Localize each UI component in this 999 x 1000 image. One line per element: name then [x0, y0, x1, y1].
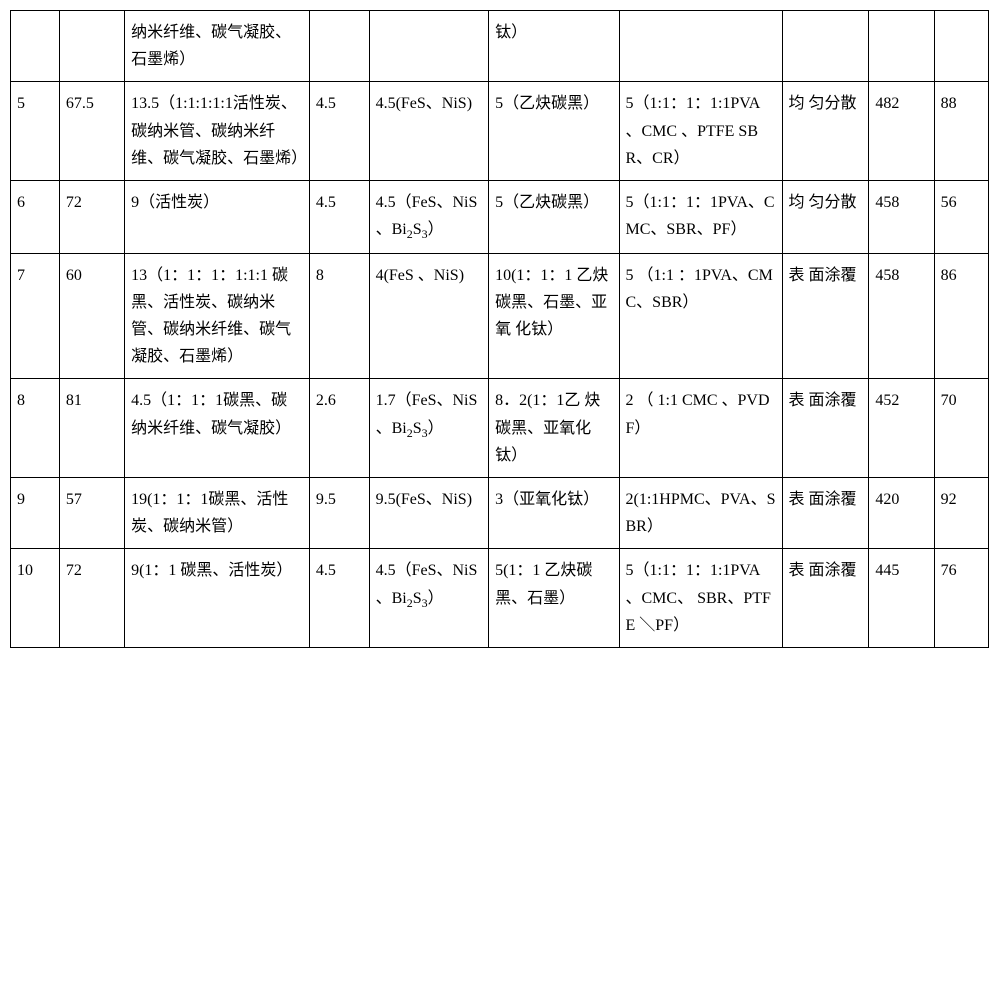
table-cell: 60 — [59, 253, 124, 379]
table-cell: 10(1：1：1 乙炔碳黑、石墨、亚 氧 化钛） — [489, 253, 619, 379]
table-cell: 86 — [934, 253, 988, 379]
table-cell: 4.5 — [309, 549, 369, 648]
table-cell: 482 — [869, 82, 934, 181]
table-cell: 纳米纤维、碳气凝胶、石墨烯） — [125, 11, 310, 82]
table-cell: 1.7（FeS、NiS 、Bi2S3） — [369, 379, 489, 478]
table-row: 6729（活性炭）4.54.5（FeS、NiS 、Bi2S3）5（乙炔碳黑）5（… — [11, 180, 989, 253]
table-cell: 9 — [11, 478, 60, 549]
table-row: 567.513.5（1:1:1:1:1活性炭、碳纳米管、碳纳米纤维、碳气凝胶、石… — [11, 82, 989, 181]
table-cell: 5（1:1：1：1PVA、CMC、SBR、PF） — [619, 180, 782, 253]
table-cell: 4(FeS 、NiS) — [369, 253, 489, 379]
table-cell: 2 （ 1:1 CMC 、PVDF） — [619, 379, 782, 478]
table-cell: 13（1：1：1：1:1:1 碳黑、活性炭、碳纳米管、碳纳米纤维、碳气凝胶、石墨… — [125, 253, 310, 379]
table-cell — [869, 11, 934, 82]
table-cell: 458 — [869, 253, 934, 379]
table-cell: 4.5 — [309, 180, 369, 253]
table-cell: 19(1：1：1碳黑、活性炭、碳纳米管） — [125, 478, 310, 549]
table-body: 纳米纤维、碳气凝胶、石墨烯）钛）567.513.5（1:1:1:1:1活性炭、碳… — [11, 11, 989, 648]
table-cell: 9（活性炭） — [125, 180, 310, 253]
table-cell: 458 — [869, 180, 934, 253]
table-cell: 13.5（1:1:1:1:1活性炭、碳纳米管、碳纳米纤维、碳气凝胶、石墨烯） — [125, 82, 310, 181]
table-row: 10729(1：1 碳黑、活性炭）4.54.5（FeS、NiS 、Bi2S3）5… — [11, 549, 989, 648]
table-cell: 420 — [869, 478, 934, 549]
table-cell: 4.5（FeS、NiS 、Bi2S3） — [369, 180, 489, 253]
table-cell: 70 — [934, 379, 988, 478]
table-cell: 6 — [11, 180, 60, 253]
table-cell: 表 面涂覆 — [782, 253, 869, 379]
table-cell: 57 — [59, 478, 124, 549]
table-cell: 445 — [869, 549, 934, 648]
table-cell: 均 匀分散 — [782, 82, 869, 181]
table-cell — [11, 11, 60, 82]
table-cell: 表 面涂覆 — [782, 549, 869, 648]
table-row: 8814.5（1：1：1碳黑、碳纳米纤维、碳气凝胶）2.61.7（FeS、NiS… — [11, 379, 989, 478]
table-cell: 3（亚氧化钛） — [489, 478, 619, 549]
table-cell: 5（1:1：1：1:1PVA 、CMC、 SBR、PTFE ＼PF） — [619, 549, 782, 648]
table-row: 95719(1：1：1碳黑、活性炭、碳纳米管）9.59.5(FeS、NiS)3（… — [11, 478, 989, 549]
table-row: 76013（1：1：1：1:1:1 碳黑、活性炭、碳纳米管、碳纳米纤维、碳气凝胶… — [11, 253, 989, 379]
table-cell: 2(1:1HPMC、PVA、SBR） — [619, 478, 782, 549]
table-cell — [59, 11, 124, 82]
table-cell: 5(1：1 乙炔碳黑、石墨） — [489, 549, 619, 648]
table-cell: 10 — [11, 549, 60, 648]
table-cell: 4.5 — [309, 82, 369, 181]
table-cell: 5 — [11, 82, 60, 181]
table-cell: 9(1：1 碳黑、活性炭） — [125, 549, 310, 648]
table-cell: 均 匀分散 — [782, 180, 869, 253]
table-cell: 67.5 — [59, 82, 124, 181]
table-cell: 4.5（FeS、NiS 、Bi2S3） — [369, 549, 489, 648]
table-cell: 92 — [934, 478, 988, 549]
table-cell: 4.5(FeS、NiS) — [369, 82, 489, 181]
table-cell: 72 — [59, 549, 124, 648]
table-cell: 9.5 — [309, 478, 369, 549]
table-cell — [782, 11, 869, 82]
table-cell: 表 面涂覆 — [782, 379, 869, 478]
table-cell: 7 — [11, 253, 60, 379]
table-cell: 2.6 — [309, 379, 369, 478]
table-cell — [369, 11, 489, 82]
table-cell: 5 （1:1 ：1PVA、CMC、SBR） — [619, 253, 782, 379]
data-table: 纳米纤维、碳气凝胶、石墨烯）钛）567.513.5（1:1:1:1:1活性炭、碳… — [10, 10, 989, 648]
table-cell: 8．2(1：1乙 炔 碳黑、亚氧化钛） — [489, 379, 619, 478]
table-cell: 5（乙炔碳黑） — [489, 82, 619, 181]
table-cell — [619, 11, 782, 82]
table-cell: 4.5（1：1：1碳黑、碳纳米纤维、碳气凝胶） — [125, 379, 310, 478]
table-cell — [934, 11, 988, 82]
table-cell: 8 — [309, 253, 369, 379]
table-cell: 5（1:1：1：1:1PVA 、CMC 、PTFE SBR、CR） — [619, 82, 782, 181]
table-cell: 5（乙炔碳黑） — [489, 180, 619, 253]
table-cell: 钛） — [489, 11, 619, 82]
table-cell: 81 — [59, 379, 124, 478]
table-cell — [309, 11, 369, 82]
table-cell: 56 — [934, 180, 988, 253]
table-cell: 8 — [11, 379, 60, 478]
table-cell: 72 — [59, 180, 124, 253]
table-cell: 76 — [934, 549, 988, 648]
table-cell: 452 — [869, 379, 934, 478]
table-cell: 9.5(FeS、NiS) — [369, 478, 489, 549]
table-cell: 表 面涂覆 — [782, 478, 869, 549]
table-cell: 88 — [934, 82, 988, 181]
table-row: 纳米纤维、碳气凝胶、石墨烯） 钛） — [11, 11, 989, 82]
